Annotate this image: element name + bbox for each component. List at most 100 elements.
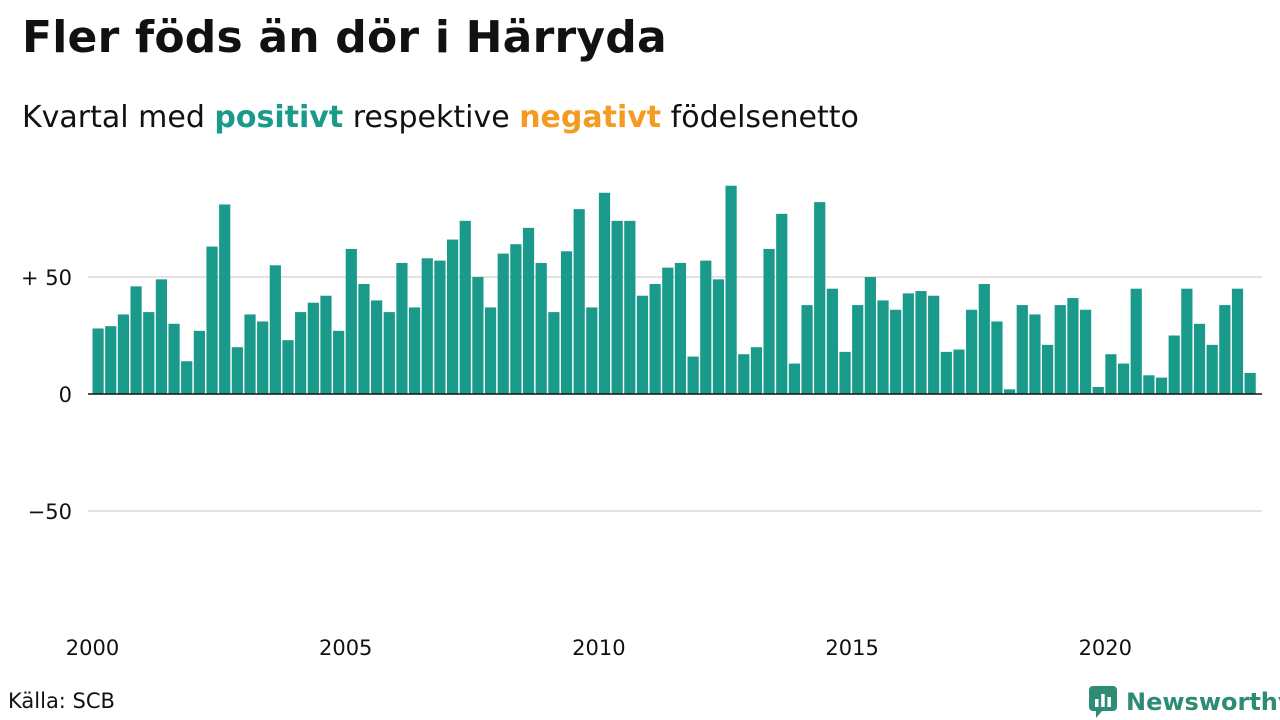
bar [890,309,902,394]
bar [1016,305,1028,394]
bar [371,300,383,394]
bar [345,248,357,394]
bar [687,356,699,394]
bar [168,323,180,394]
x-tick-label: 2010 [572,636,625,660]
bar [763,248,775,394]
bar [826,288,838,394]
bar [1219,305,1231,394]
brand-logo: Newsworthy [1088,684,1280,720]
bar [105,326,117,394]
bar [839,351,851,394]
bar [117,314,130,394]
bar [1004,389,1016,394]
source-note: Källa: SCB [8,689,115,713]
bar [1117,363,1130,394]
bar [257,321,269,394]
brand-name: Newsworthy [1126,688,1280,716]
bar [1168,335,1180,394]
bar [915,291,927,394]
bar [877,300,889,394]
subtitle-positive: positivt [214,100,344,135]
bar [1206,344,1218,394]
bar [776,213,788,394]
subtitle-negative: negativt [519,100,662,135]
subtitle-suffix: födelsenetto [661,100,859,135]
bar [269,265,281,394]
bar [991,321,1003,394]
bar [700,260,712,394]
bar [649,284,661,394]
bar-chart: + 50 0 −50 2000 2005 2010 2015 2020 [21,185,1262,660]
bar [1244,372,1256,394]
bar [307,302,319,394]
bar [801,305,813,394]
x-tick-label: 2000 [66,636,119,660]
chart-subtitle: Kvartal med positivt respektive negativt… [22,100,859,135]
y-tick-label: + 50 [21,266,72,290]
bar [624,220,636,394]
bar [1054,305,1066,394]
bar [1181,288,1193,394]
bar [712,279,725,394]
x-tick-label: 2005 [319,636,372,660]
newsworthy-logo-icon [1089,686,1117,718]
bar [484,307,497,394]
bar [598,192,611,394]
bar [586,307,598,394]
bar [358,284,370,394]
bar [852,305,864,394]
bar [282,340,294,394]
bar [738,354,750,394]
bar [333,330,345,394]
bar [560,251,573,394]
bar [1029,314,1041,394]
bar [636,295,649,394]
bar [548,312,560,394]
bar [522,227,535,394]
bar [978,284,990,394]
y-tick-label: 0 [59,383,72,407]
bar [383,312,395,394]
bar [510,244,522,394]
bar [497,253,509,394]
x-tick-label: 2020 [1079,636,1132,660]
bar [611,220,623,394]
bar [864,277,876,394]
subtitle-middle: respektive [343,100,520,135]
bar [535,262,547,394]
bar [1143,375,1155,394]
x-tick-label: 2015 [825,636,878,660]
bar [1042,344,1054,394]
bar [750,347,763,394]
bar [295,312,307,394]
bar [1105,354,1117,394]
bar [472,277,484,394]
bar [953,349,965,394]
bar [130,286,142,394]
bar [1231,288,1244,394]
bar [788,363,800,394]
bar [1155,377,1168,394]
bar [409,307,421,394]
chart-title: Fler föds än dör i Härryda [22,12,667,63]
bar [459,220,471,394]
bar [1092,386,1104,394]
bar [940,351,952,394]
bar [143,312,155,394]
bar [662,267,674,394]
bar [966,309,978,394]
bar [674,262,687,394]
bar [155,279,167,394]
bar [320,295,332,394]
bar [231,347,243,394]
bar [1067,298,1079,394]
bar [92,328,104,394]
bar [421,258,433,394]
bar [434,260,446,394]
bar [193,330,205,394]
bar [181,361,193,394]
bar [396,262,408,394]
subtitle-prefix: Kvartal med [22,100,215,135]
bar [1193,323,1206,394]
